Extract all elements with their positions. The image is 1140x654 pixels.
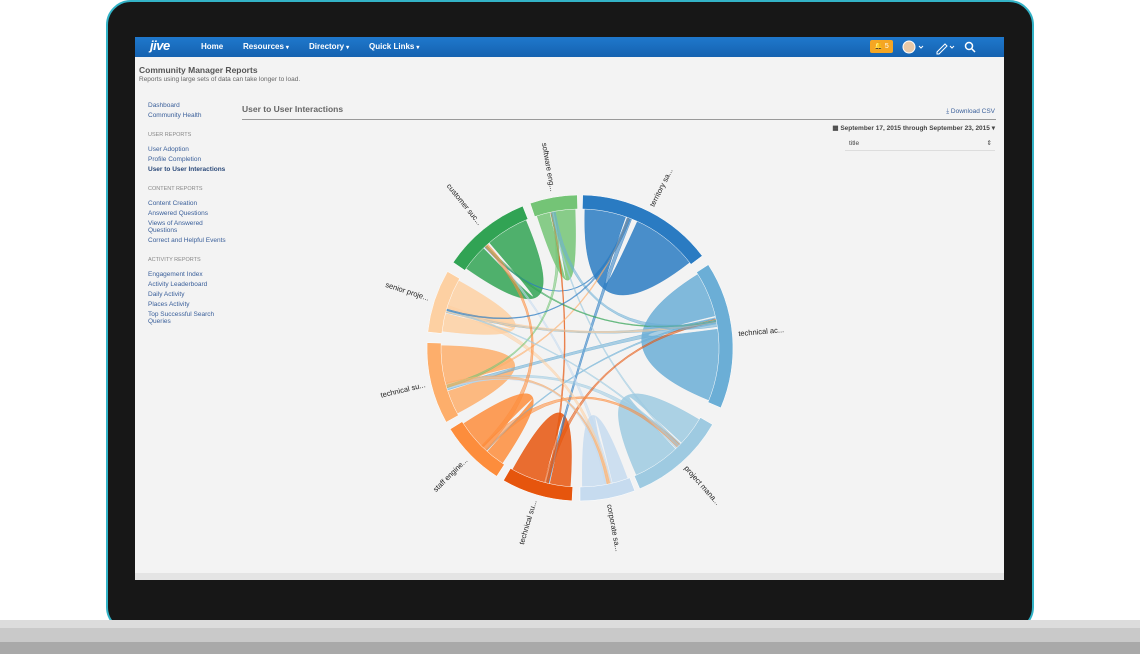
sidebar-link[interactable]: Answered Questions (148, 210, 208, 217)
caret: ▾ (285, 45, 289, 51)
sidebar-link[interactable]: Profile Completion (148, 156, 202, 163)
base-shadow (0, 642, 1140, 654)
select-arrow: ⇕ (986, 140, 992, 147)
group-arc[interactable] (579, 477, 636, 502)
nav-item[interactable]: Directory ▾ (309, 42, 349, 51)
group-label: technical su... (380, 380, 427, 399)
sidebar-link[interactable]: Activity Leaderboard (148, 281, 208, 288)
sidebar-link[interactable]: Correct and Helpful Events (148, 237, 226, 244)
caret (949, 45, 955, 49)
select-value: title (849, 140, 860, 147)
sidebar: Dashboard Community Health USER REPORTS Use… (148, 102, 233, 328)
caret: ▾ (416, 45, 420, 51)
search-icon[interactable] (964, 41, 974, 51)
self-ribbon (584, 208, 690, 296)
date-range: September 17, 2015 through September 23,… (840, 125, 990, 132)
group-arc[interactable] (503, 468, 573, 502)
sidebar-link[interactable]: Dashboard (148, 102, 180, 109)
group-arc[interactable] (452, 205, 529, 271)
group-label: technical ac... (738, 325, 784, 338)
sidebar-link[interactable]: Top Successful Search Queries (148, 311, 215, 325)
page-subtitle: Reports using large sets of data can tak… (139, 76, 301, 83)
download-text: Download CSV (950, 108, 995, 115)
download-link[interactable]: ⤓ Download CSV (946, 108, 995, 115)
group-label: project mana... (682, 464, 722, 507)
group-arc[interactable] (633, 417, 713, 490)
base-edge (0, 620, 1140, 628)
group-arc[interactable] (449, 421, 505, 477)
footer-bar (135, 573, 1004, 580)
notification-badge[interactable]: 🔔 5 (870, 40, 893, 53)
sidebar-heading: CONTENT REPORTS (148, 186, 203, 192)
group-label: software eng... (540, 142, 557, 192)
sidebar-heading: ACTIVITY REPORTS (148, 257, 201, 263)
group-arc[interactable] (427, 271, 460, 334)
sidebar-link[interactable]: Daily Activity (148, 291, 185, 298)
group-label: technical su... (517, 499, 539, 546)
nav-icons (902, 40, 976, 55)
select-box[interactable]: title ⇕ (845, 138, 995, 151)
nav-label: Resources (243, 42, 284, 51)
group-arc[interactable] (529, 194, 578, 217)
sidebar-link[interactable]: Community Health (148, 112, 202, 119)
nav-item[interactable]: Resources ▾ (243, 42, 289, 51)
nav-label: Quick Links (369, 42, 415, 51)
caret: ▾ (346, 45, 350, 51)
sidebar-link[interactable]: Engagement Index (148, 271, 203, 278)
sidebar-heading: USER REPORTS (148, 132, 192, 138)
sidebar-link[interactable]: User Adoption (148, 146, 189, 153)
sidebar-link[interactable]: Places Activity (148, 301, 190, 308)
navbar: jive 🔔 5 Home Resources ▾ Directory ▾ Quick L… (135, 37, 1004, 57)
group-arc[interactable] (696, 264, 734, 409)
avatar[interactable] (902, 40, 916, 54)
group-label: staff engine... (431, 456, 469, 494)
nav-label: Home (201, 42, 224, 51)
page-title: Community Manager Reports (139, 65, 258, 75)
nav-item[interactable]: Quick Links ▾ (369, 42, 419, 51)
sidebar-link[interactable]: Views of Answered Questions (148, 220, 203, 234)
notification-count: 5 (884, 43, 889, 50)
screen: jive 🔔 5 Home Resources ▾ Directory ▾ Quick L… (135, 37, 1004, 580)
chord-diagram: territory sa... technical ac... project ma… (380, 142, 785, 552)
group-arc[interactable] (426, 342, 459, 423)
divider (242, 119, 996, 120)
sidebar-link[interactable]: User to User Interactions (148, 166, 226, 173)
search-handle (970, 47, 976, 53)
date-picker[interactable]: ▦ September 17, 2015 through September 2… (832, 125, 995, 132)
caret (918, 45, 924, 49)
logo[interactable]: jive (150, 38, 170, 53)
group-label: customer suc... (445, 182, 484, 227)
report-title: User to User Interactions (242, 104, 344, 114)
group-label: territory sa... (648, 167, 675, 208)
group-arc[interactable] (582, 194, 703, 265)
compose-icon[interactable] (936, 43, 948, 55)
nav-label: Directory (309, 42, 345, 51)
group-label: corporate sa... (605, 503, 623, 552)
group-label: senior proje... (384, 280, 430, 303)
sidebar-link[interactable]: Content Creation (148, 200, 198, 207)
nav-item[interactable]: Home (201, 42, 223, 51)
